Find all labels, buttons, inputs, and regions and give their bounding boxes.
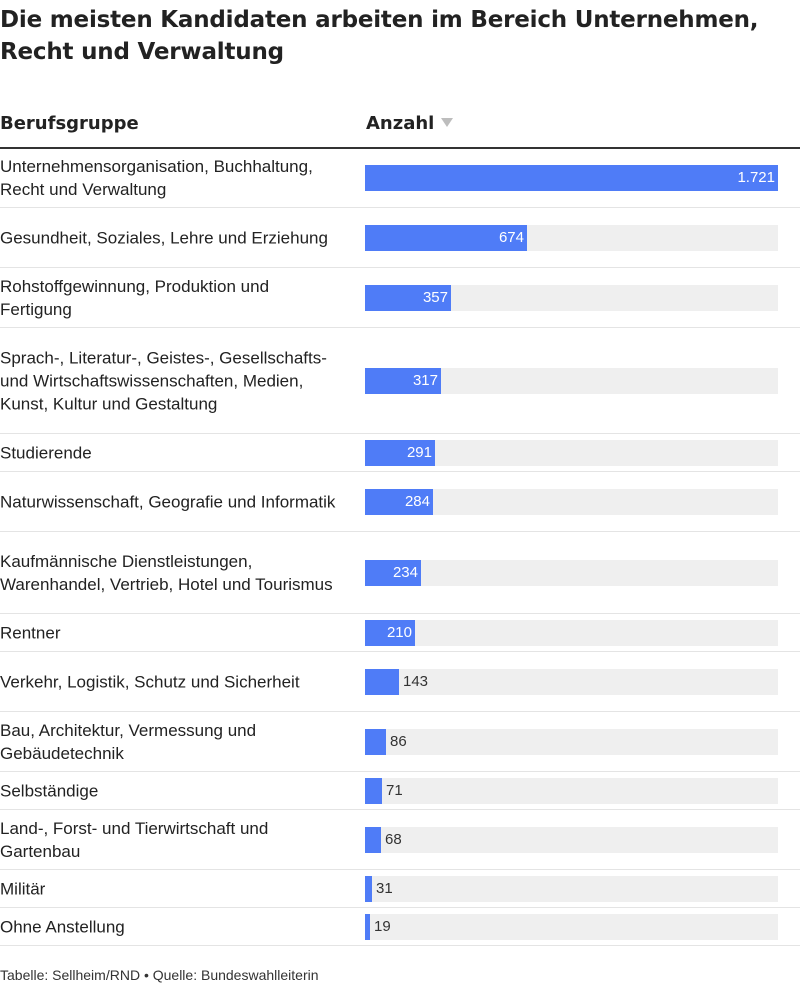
bar [365,440,435,466]
table-row: Sprach-, Literatur-, Geistes-, Gesellsch… [0,328,800,434]
value-label: 674 [498,229,524,246]
value-label: 86 [390,733,407,750]
table-row: Ohne Anstellung 19 [0,908,800,946]
value-label: 317 [412,372,438,389]
bar-track: 68 [365,827,778,853]
bar-track: 284 [365,489,778,515]
source-note: Tabelle: Sellheim/RND • Quelle: Bundeswa… [0,967,319,983]
category-label: Naturwissenschaft, Geografie und Informa… [0,492,336,512]
table-row: Bau, Architektur, Vermessung und Gebäude… [0,712,800,772]
value-label: 234 [392,564,418,581]
bar [365,489,433,515]
bar [365,876,372,902]
table-row: Rohstoffgewinnung, Produktion und Fertig… [0,268,800,328]
bar [365,560,421,586]
value-label: 19 [374,918,391,935]
bar-track: 674 [365,225,778,251]
table-row: Naturwissenschaft, Geografie und Informa… [0,472,800,532]
category-label: Sprach-, Literatur-, Geistes-, Gesellsch… [0,348,327,414]
table-header: Berufsgruppe Anzahl [0,107,800,149]
bar-track: 1.721 [365,165,778,191]
bar [365,225,527,251]
category-label: Selbständige [0,781,99,801]
bar-track: 234 [365,560,778,586]
chart-title: Die meisten Kandidaten arbeiten im Berei… [0,7,759,65]
bar-track: 31 [365,876,778,902]
value-label: 357 [422,289,448,306]
table-row: Kaufmännische Dienstleistungen, Warenhan… [0,532,800,614]
bar-track: 71 [365,778,778,804]
value-label: 143 [403,673,429,690]
category-label: Rohstoffgewinnung, Produktion und Fertig… [0,277,270,319]
table-row: Land-, Forst- und Tierwirtschaft und Gar… [0,810,800,870]
table-row: Unternehmensorganisation, Buchhaltung, R… [0,148,800,208]
table-row: Verkehr, Logistik, Schutz und Sicherheit… [0,652,800,712]
category-label: Studierende [0,443,92,463]
bar [365,285,451,311]
value-label: 291 [406,444,432,461]
value-label: 31 [376,880,393,897]
value-label: 210 [386,624,412,641]
bar-track: 143 [365,669,778,695]
bar [365,620,415,646]
category-label: Land-, Forst- und Tierwirtschaft und Gar… [0,819,269,861]
bar [365,368,441,394]
table-row: Militär 31 [0,870,800,908]
bar-track: 86 [365,729,778,755]
value-label: 68 [385,831,402,848]
bar [365,827,381,853]
bar-track: 19 [365,914,778,940]
bar [365,914,370,940]
category-label: Kaufmännische Dienstleistungen, Warenhan… [0,552,333,594]
category-label: Bau, Architektur, Vermessung und Gebäude… [0,721,257,763]
value-label: 71 [386,782,403,799]
table-row: Gesundheit, Soziales, Lehre und Erziehun… [0,208,800,268]
bar-track: 317 [365,368,778,394]
value-label: 1.721 [737,169,775,186]
category-label: Militär [0,879,46,899]
value-label: 284 [404,493,430,510]
table-row: Studierende 291 [0,434,800,472]
category-label: Gesundheit, Soziales, Lehre und Erziehun… [0,228,328,248]
bar-track: 357 [365,285,778,311]
column-header-category: Berufsgruppe [0,113,139,134]
category-label: Verkehr, Logistik, Schutz und Sicherheit [0,672,300,692]
table-row: Selbständige 71 [0,772,800,810]
column-header-value[interactable]: Anzahl [366,113,454,134]
bar [365,669,399,695]
category-label: Unternehmensorganisation, Buchhaltung, R… [0,157,313,199]
bar-track: 291 [365,440,778,466]
bar [365,778,382,804]
category-label: Rentner [0,623,61,643]
table-row: Rentner 210 [0,614,800,652]
column-header-value-label: Anzahl [366,113,435,134]
sort-descending-icon[interactable] [441,118,454,127]
bar [365,165,778,191]
bar [365,729,386,755]
category-label: Ohne Anstellung [0,917,125,937]
bar-track: 210 [365,620,778,646]
